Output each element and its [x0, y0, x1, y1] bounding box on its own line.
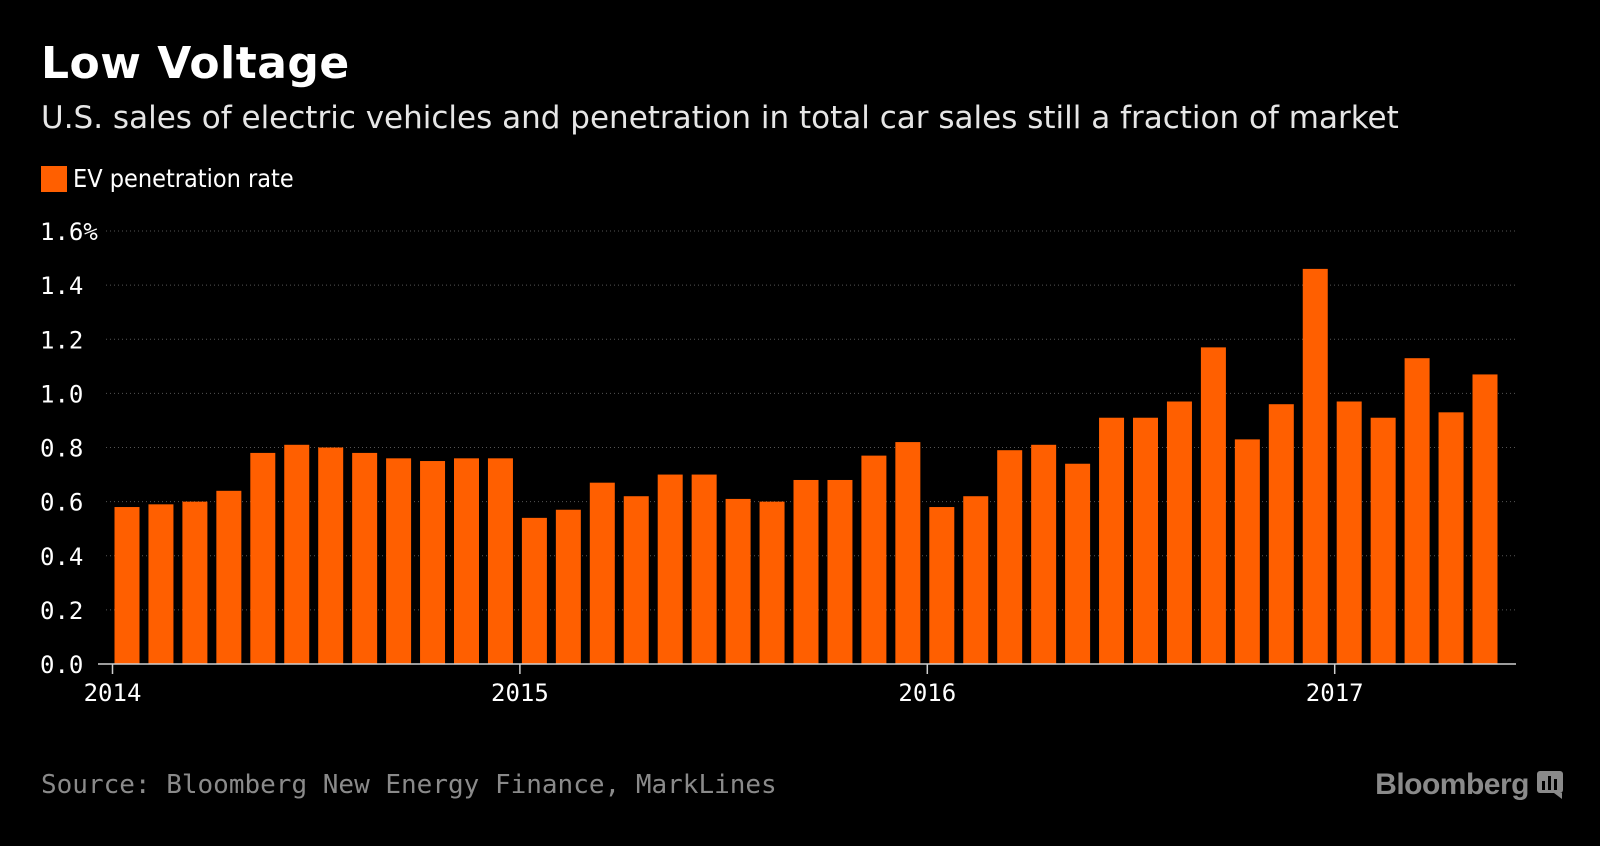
bar [1133, 417, 1158, 664]
bar [1065, 463, 1091, 664]
bar [386, 458, 412, 664]
bar [1099, 417, 1125, 664]
bar [963, 496, 989, 664]
y-tick-label: 0.8 [40, 435, 83, 463]
bar [114, 507, 140, 664]
bar [555, 509, 581, 664]
brand-logo: Bloomberg [1375, 768, 1563, 802]
bar [1268, 404, 1294, 664]
legend: EV penetration rate [41, 164, 294, 193]
bar [284, 444, 310, 664]
bar [691, 474, 717, 664]
legend-label: EV penetration rate [73, 164, 294, 193]
bar [623, 496, 649, 664]
bar [657, 474, 683, 664]
bar [1200, 347, 1226, 664]
bar [216, 490, 242, 664]
y-tick-label: 1.0 [40, 380, 83, 408]
x-tick-label: 2017 [1306, 679, 1364, 707]
chart-subtitle: U.S. sales of electric vehicles and pene… [41, 100, 1399, 136]
bar [1234, 439, 1260, 664]
bar [1166, 401, 1192, 664]
bar [759, 501, 785, 664]
y-tick-label: 0.4 [40, 543, 83, 571]
x-tick-label: 2014 [84, 679, 142, 707]
y-tick-label: 0.0 [40, 651, 83, 679]
bar [1438, 412, 1464, 664]
bar [895, 442, 921, 664]
bar [1031, 444, 1057, 664]
bar [1336, 401, 1362, 664]
x-tick-label: 2016 [898, 679, 956, 707]
legend-swatch [41, 165, 67, 192]
y-tick-label: 0.6 [40, 489, 83, 517]
x-tick-label: 2015 [491, 679, 549, 707]
bar [1370, 417, 1396, 664]
y-tick-label: 1.6% [40, 218, 98, 246]
bar [827, 479, 853, 664]
bar [793, 479, 819, 664]
brand-wordmark: Bloomberg [1375, 768, 1529, 801]
bar [487, 458, 513, 664]
bar [725, 498, 751, 664]
bar [1302, 268, 1328, 664]
bar [1472, 374, 1498, 664]
bar [454, 458, 479, 664]
bloomberg-terminal-icon [1537, 771, 1563, 799]
source-note: Source: Bloomberg New Energy Finance, Ma… [41, 770, 777, 800]
bar [148, 504, 174, 664]
bar [929, 507, 955, 664]
bar [589, 482, 615, 664]
bar [861, 455, 887, 664]
bar [318, 447, 344, 664]
y-tick-label: 0.2 [40, 597, 83, 625]
y-tick-label: 1.4 [40, 272, 83, 300]
bar [250, 452, 276, 664]
y-tick-label: 1.2 [40, 326, 83, 354]
bar [997, 450, 1023, 664]
bar [521, 517, 547, 664]
bar [1404, 358, 1430, 664]
bar [182, 501, 208, 664]
bar [352, 452, 378, 664]
bar [420, 461, 446, 664]
chart-title: Low Voltage [41, 38, 350, 89]
